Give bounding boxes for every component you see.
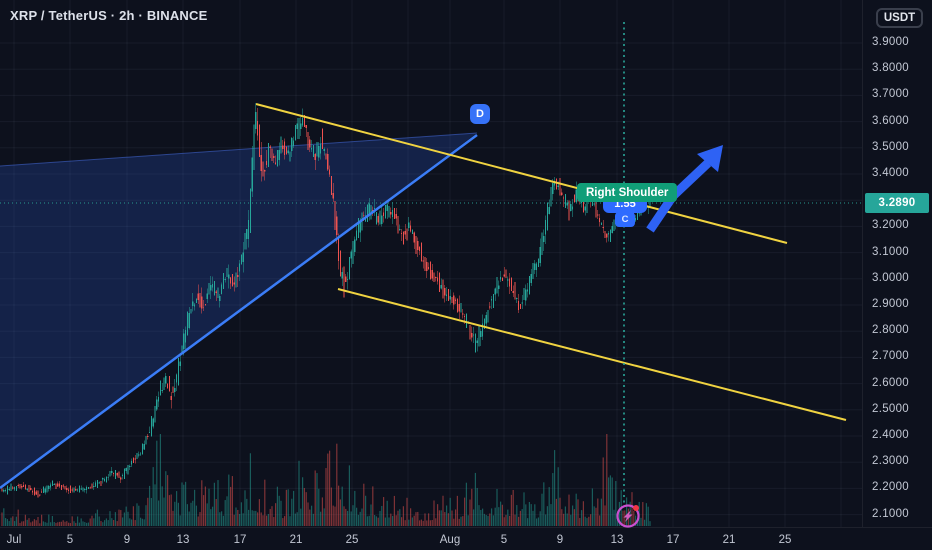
trendline-point-d-badge[interactable]: D <box>470 104 490 124</box>
time-axis-pane[interactable]: Jul 5 9 13 17 21 25 Aug 5 9 13 17 21 25 <box>0 527 932 550</box>
descending-channel-lower-line[interactable] <box>337 288 847 421</box>
time-tick-label: 9 <box>123 534 131 546</box>
lightning-event-icon[interactable] <box>616 504 640 528</box>
time-tick-label: Jul <box>6 534 22 546</box>
price-tick-label: 2.9000 <box>872 298 909 310</box>
price-tick-label: 3.1000 <box>872 245 909 258</box>
time-tick-label: 25 <box>345 534 359 546</box>
price-tick-label: 2.7000 <box>872 350 909 363</box>
price-tick-label: 3.8000 <box>872 62 909 75</box>
price-tick-label: 2.3000 <box>872 455 909 468</box>
price-tick-label: 2.6000 <box>872 376 909 389</box>
ascending-trendline[interactable] <box>0 133 478 490</box>
symbol-title[interactable]: XRP / TetherUS · 2h · BINANCE <box>10 8 208 23</box>
price-tick-label: 3.6000 <box>872 114 909 127</box>
time-tick-label: 13 <box>610 534 624 546</box>
time-tick-label: 21 <box>289 534 303 546</box>
price-tick-label: 2.5000 <box>872 402 909 415</box>
price-tick-label: 3.9000 <box>872 36 909 48</box>
time-tick-label: 17 <box>666 534 680 546</box>
price-tick-label: 3.5000 <box>872 140 909 153</box>
time-tick-label: 21 <box>722 534 736 546</box>
price-tick-label: 3.4000 <box>872 167 909 179</box>
drawing-anchor-icon[interactable]: C <box>615 212 635 227</box>
time-tick-label: 17 <box>233 534 247 546</box>
price-tick-label: 2.2000 <box>872 481 909 494</box>
descending-channel-upper-line[interactable] <box>255 103 788 244</box>
time-tick-label: 5 <box>66 534 74 546</box>
volume-histogram <box>1 434 651 526</box>
right-shoulder-annotation[interactable]: Right Shoulder <box>577 183 678 202</box>
gridlines <box>0 0 862 527</box>
time-tick-label: 5 <box>500 534 508 546</box>
price-tick-label: 3.7000 <box>872 88 909 101</box>
price-tick-label: 2.1000 <box>872 507 909 520</box>
last-price-label: 3.2890 <box>865 193 929 213</box>
time-tick-label: 9 <box>556 534 564 546</box>
time-tick-label: 13 <box>176 534 190 546</box>
price-tick-label: 2.8000 <box>872 324 909 337</box>
time-tick-label: 25 <box>778 534 792 546</box>
price-tick-label: 3.0000 <box>872 271 909 284</box>
price-axis-pane[interactable]: 3.2890 3.9000 3.8000 3.7000 3.6000 3.5000 3.4… <box>862 0 932 527</box>
currency-toggle-button[interactable]: USDT <box>876 8 923 28</box>
price-tick-label: 2.4000 <box>872 429 909 441</box>
plot-area <box>0 0 862 527</box>
price-tick-label: 3.2000 <box>872 219 909 232</box>
time-tick-label: Aug <box>439 534 461 546</box>
